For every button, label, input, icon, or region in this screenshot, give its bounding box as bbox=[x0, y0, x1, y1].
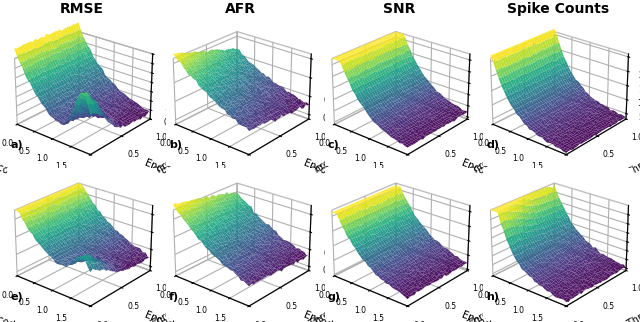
X-axis label: Encode Threshold: Encode Threshold bbox=[0, 158, 68, 201]
Text: f): f) bbox=[169, 292, 179, 302]
X-axis label: Encode Threshold: Encode Threshold bbox=[302, 310, 386, 322]
Text: d): d) bbox=[486, 140, 499, 150]
Title: RMSE: RMSE bbox=[60, 2, 104, 16]
X-axis label: Encode Threshold: Encode Threshold bbox=[460, 158, 545, 201]
Text: c): c) bbox=[328, 140, 339, 150]
Text: e): e) bbox=[10, 292, 23, 302]
Title: AFR: AFR bbox=[225, 2, 256, 16]
Y-axis label: Sampling Threshold: Sampling Threshold bbox=[584, 145, 640, 203]
Text: h): h) bbox=[486, 292, 499, 302]
Title: SNR: SNR bbox=[383, 2, 415, 16]
Y-axis label: Sampling Threshold: Sampling Threshold bbox=[266, 145, 355, 203]
Y-axis label: Sampling Threshold: Sampling Threshold bbox=[425, 145, 513, 203]
Y-axis label: Sampling Threshold: Sampling Threshold bbox=[108, 145, 196, 203]
Y-axis label: Sampling Threshold: Sampling Threshold bbox=[266, 296, 355, 322]
Title: Spike Counts: Spike Counts bbox=[507, 2, 609, 16]
Y-axis label: Sampling Threshold: Sampling Threshold bbox=[584, 296, 640, 322]
Text: a): a) bbox=[10, 140, 23, 150]
X-axis label: Encode Threshold: Encode Threshold bbox=[143, 158, 227, 201]
Y-axis label: Sampling Threshold: Sampling Threshold bbox=[108, 296, 196, 322]
Text: b): b) bbox=[169, 140, 182, 150]
Text: g): g) bbox=[328, 292, 340, 302]
X-axis label: Encode Threshold: Encode Threshold bbox=[143, 310, 227, 322]
Y-axis label: Sampling Threshold: Sampling Threshold bbox=[425, 296, 513, 322]
X-axis label: Encode Threshold: Encode Threshold bbox=[0, 310, 68, 322]
X-axis label: Encode Threshold: Encode Threshold bbox=[302, 158, 386, 201]
X-axis label: Encode Threshold: Encode Threshold bbox=[460, 310, 545, 322]
